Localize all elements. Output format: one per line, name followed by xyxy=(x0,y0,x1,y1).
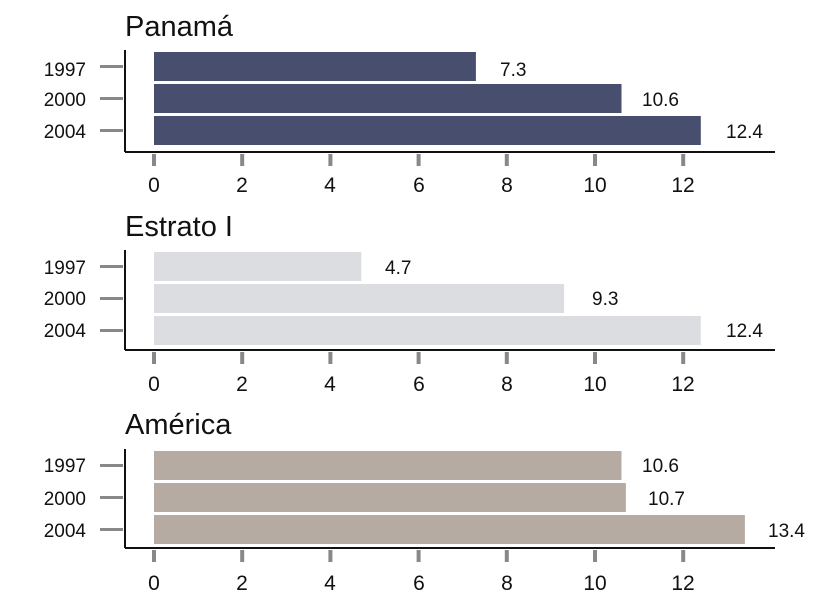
x-tick-label: 6 xyxy=(413,174,425,197)
bar xyxy=(154,483,626,512)
value-label: 4.7 xyxy=(385,258,411,279)
x-tick-label: 12 xyxy=(671,373,694,396)
category-label: 2004 xyxy=(44,521,87,542)
value-label: 10.6 xyxy=(642,456,679,477)
x-tick-label: 0 xyxy=(148,174,160,197)
x-tick-label: 12 xyxy=(671,174,694,197)
bar xyxy=(154,515,745,544)
panel-title: Estrato I xyxy=(125,211,233,243)
panel-title: América xyxy=(125,409,232,441)
category-label: 2004 xyxy=(44,122,87,143)
x-tick-label: 4 xyxy=(324,572,336,593)
category-label: 2004 xyxy=(44,321,87,342)
x-tick-label: 8 xyxy=(501,572,513,593)
category-label: 1997 xyxy=(44,258,86,279)
x-tick-label: 8 xyxy=(501,174,513,197)
x-tick-label: 2 xyxy=(236,373,248,396)
category-label: 1997 xyxy=(44,456,86,477)
value-label: 10.6 xyxy=(642,90,679,111)
x-tick-label: 10 xyxy=(583,174,606,197)
bar xyxy=(154,52,476,81)
bar xyxy=(154,284,565,313)
value-label: 13.4 xyxy=(768,521,805,542)
bar xyxy=(154,252,362,281)
bar xyxy=(154,451,622,480)
x-tick-label: 6 xyxy=(413,572,425,593)
chart-geometry xyxy=(100,50,775,562)
category-label: 2000 xyxy=(44,90,86,111)
x-tick-label: 0 xyxy=(148,373,160,396)
x-tick-label: 8 xyxy=(501,373,513,396)
x-tick-label: 12 xyxy=(671,572,694,593)
chart-panel: Panamá 1997 2000 2004 7.3 10.6 12.4 0 2 … xyxy=(44,11,764,197)
chart-panel: Estrato I 1997 2000 2004 4.7 9.3 12.4 0 … xyxy=(44,211,764,396)
category-label: 1997 xyxy=(44,60,86,81)
panel-title: Panamá xyxy=(125,11,234,43)
bar xyxy=(154,116,701,145)
value-label: 12.4 xyxy=(726,321,763,342)
chart-panel: América 1997 2000 2004 10.6 10.7 13.4 0 … xyxy=(44,409,806,593)
x-tick-label: 10 xyxy=(583,572,606,593)
x-tick-label: 4 xyxy=(324,373,336,396)
bar xyxy=(154,84,622,113)
category-label: 2000 xyxy=(44,289,86,310)
bar xyxy=(154,316,701,345)
x-tick-label: 0 xyxy=(148,572,160,593)
x-tick-label: 2 xyxy=(236,174,248,197)
value-label: 7.3 xyxy=(500,60,526,81)
value-label: 10.7 xyxy=(648,489,685,510)
value-label: 9.3 xyxy=(592,289,618,310)
value-label: 12.4 xyxy=(726,122,763,143)
x-tick-label: 10 xyxy=(583,373,606,396)
category-label: 2000 xyxy=(44,489,86,510)
x-tick-label: 6 xyxy=(413,373,425,396)
x-tick-label: 2 xyxy=(236,572,248,593)
x-tick-label: 4 xyxy=(324,174,336,197)
